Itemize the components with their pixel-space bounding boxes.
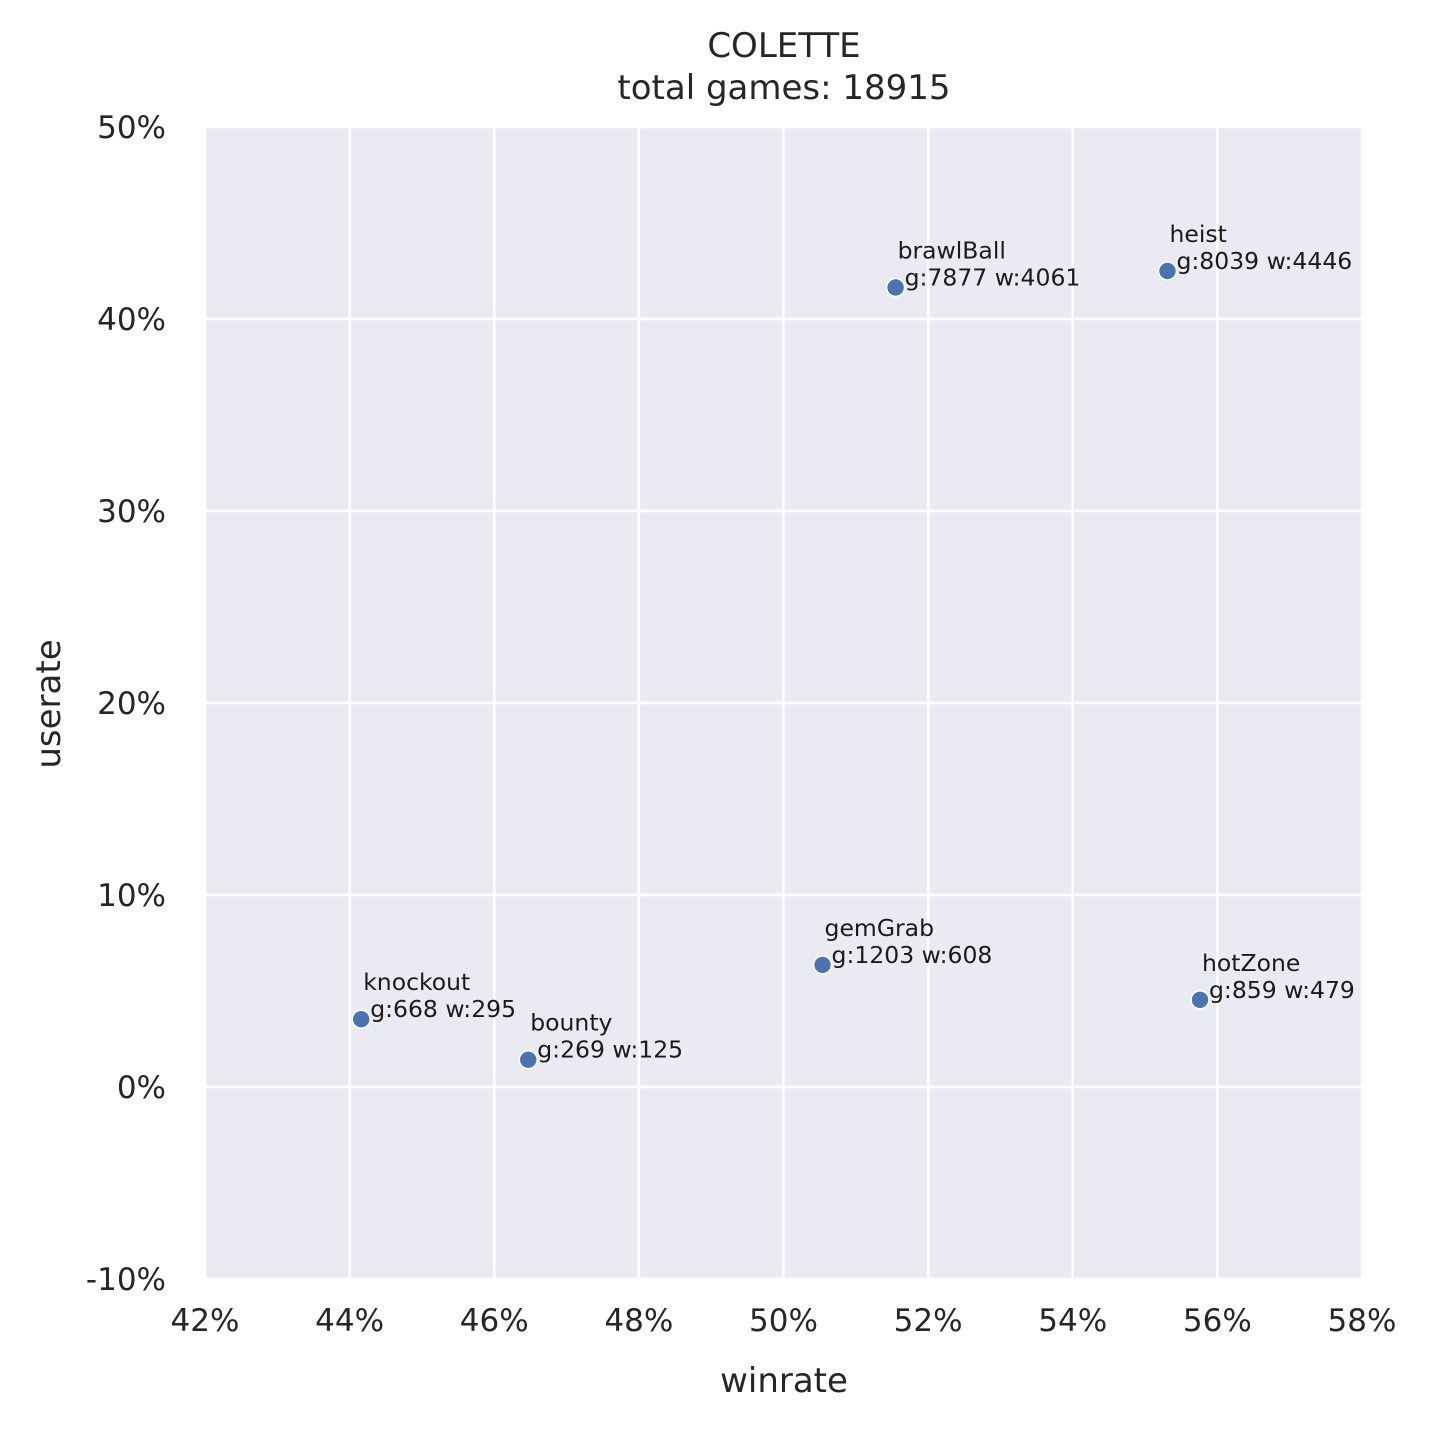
y-tick-label: 10% <box>97 878 166 914</box>
point-label-mode: bounty <box>530 1009 612 1037</box>
scatter-point <box>518 1049 539 1070</box>
point-label-stats: g:269 w:125 <box>537 1036 683 1064</box>
point-label-mode: heist <box>1169 220 1226 248</box>
point-label-mode: brawlBall <box>898 237 1006 265</box>
point-label-stats: g:1203 w:608 <box>832 941 993 969</box>
point-label-stats: g:8039 w:4446 <box>1176 247 1352 275</box>
point-label-stats: g:668 w:295 <box>370 995 516 1023</box>
x-tick-label: 48% <box>604 1303 673 1339</box>
y-tick-label: 20% <box>97 686 166 722</box>
y-tick-label: 50% <box>97 110 166 146</box>
tick-labels: 42% 44% 46% 48% 50% 52% 54% 56% 58% -10% 0% 10% 20% 3… <box>86 110 1397 1339</box>
x-tick-label: 50% <box>749 1303 818 1339</box>
point-label-mode: hotZone <box>1202 949 1300 977</box>
point-label-mode: gemGrab <box>825 914 934 942</box>
scatter-point <box>1190 990 1210 1010</box>
x-tick-label: 56% <box>1183 1303 1252 1339</box>
x-tick-label: 46% <box>460 1303 529 1339</box>
point-label-stats: g:859 w:479 <box>1209 976 1355 1004</box>
y-tick-label: 30% <box>97 494 166 530</box>
x-axis-label: winrate <box>720 1361 848 1401</box>
x-tick-label: 58% <box>1328 1303 1397 1339</box>
y-tick-label: 40% <box>97 302 166 338</box>
scatter-point <box>1157 261 1178 281</box>
x-tick-label: 52% <box>894 1303 963 1339</box>
y-tick-label: 0% <box>117 1070 166 1106</box>
x-tick-label: 44% <box>315 1303 384 1339</box>
y-axis-label: userate <box>29 639 69 768</box>
y-tick-label: -10% <box>86 1262 166 1298</box>
scatter-point <box>812 955 833 975</box>
chart-title: COLETTE <box>707 26 860 66</box>
point-label-stats: g:7877 w:4061 <box>905 264 1081 292</box>
scatter-point <box>885 277 906 298</box>
x-tick-label: 54% <box>1038 1303 1107 1339</box>
scatter-point <box>351 1009 371 1030</box>
point-label-mode: knockout <box>363 968 470 996</box>
grid-lines <box>203 125 1364 1281</box>
x-tick-label: 42% <box>171 1303 240 1339</box>
chart-subtitle: total games: 18915 <box>617 68 950 108</box>
